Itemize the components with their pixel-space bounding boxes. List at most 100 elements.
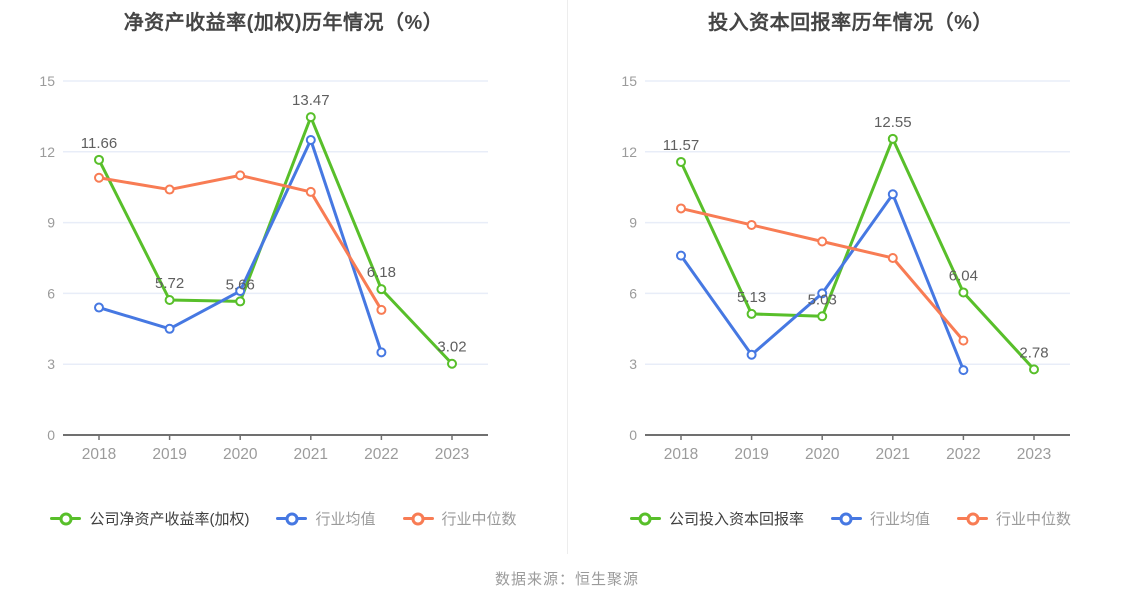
data-point-label: 5.72 — [155, 275, 184, 292]
data-point-marker — [676, 156, 686, 167]
x-axis-tick-label: 2018 — [664, 446, 698, 463]
legend-item-company-roic: 公司投入资本回报率 — [629, 508, 804, 529]
data-point-marker — [958, 365, 969, 376]
data-point-marker — [817, 288, 828, 299]
data-point-label: 5.03 — [808, 291, 837, 308]
data-point-marker — [958, 287, 969, 298]
legend-label: 行业中位数 — [441, 511, 517, 528]
data-point-marker — [164, 295, 175, 306]
data-point-marker — [817, 236, 828, 247]
x-axis-tick-label: 2018 — [82, 446, 116, 463]
legend-item-industry-median: 行业中位数 — [402, 508, 517, 529]
data-point-marker — [94, 154, 104, 165]
x-axis-tick-label: 2019 — [734, 446, 768, 463]
data-point-marker — [1029, 364, 1039, 375]
data-point-label: 5.66 — [226, 276, 255, 293]
data-point-marker — [94, 302, 104, 313]
data-point-label: 6.04 — [949, 267, 978, 284]
data-source-note: 数据来源：恒生聚源 — [494, 571, 639, 588]
industry-mean-legend-marker-icon — [276, 511, 308, 526]
data-point-marker — [164, 184, 175, 195]
data-point-marker — [235, 296, 246, 307]
x-axis-tick-label: 2022 — [946, 446, 980, 463]
legend-label: 公司净资产收益率(加权) — [89, 511, 250, 528]
panel-divider — [567, 0, 568, 554]
y-axis-tick-label: 15 — [621, 73, 637, 89]
series-line — [679, 137, 1036, 371]
data-point-marker — [887, 133, 898, 144]
legend-item-company-roe: 公司净资产收益率(加权) — [50, 508, 249, 529]
x-axis-tick-label: 2020 — [805, 446, 840, 463]
data-point-marker — [305, 112, 316, 123]
y-axis-tick-label: 0 — [47, 427, 55, 443]
data-point-label: 5.13 — [737, 289, 766, 306]
y-axis-tick-label: 9 — [629, 215, 637, 231]
data-point-marker — [376, 304, 387, 315]
roe-chart-panel: 净资产收益率(加权)历年情况（%） 0 3 6 9 12 15 2018 2019 2020 20… — [0, 0, 567, 560]
data-point-marker — [305, 186, 316, 197]
legend-item-industry-mean: 行业均值 — [276, 508, 376, 529]
data-point-marker — [887, 253, 898, 263]
x-axis-tick-label: 2020 — [223, 446, 258, 463]
roic-legend: 公司投入资本回报率 行业均值 行业中位数 — [567, 508, 1134, 529]
x-axis-tick-label: 2022 — [364, 446, 398, 463]
data-point-label: 2.78 — [1019, 344, 1048, 361]
x-axis-tick-label: 2019 — [152, 446, 186, 463]
data-point-marker — [235, 170, 246, 181]
data-point-marker — [887, 189, 898, 200]
roic-chart-panel: 投入资本回报率历年情况（%） 0 3 6 9 12 15 2018 2019 2020 2021 2… — [567, 0, 1134, 560]
data-point-label: 11.66 — [81, 135, 117, 152]
data-point-marker — [746, 308, 757, 319]
legend-label: 行业均值 — [869, 511, 930, 528]
y-axis-tick-label: 12 — [39, 144, 55, 160]
data-point-label: 6.18 — [367, 264, 396, 281]
data-point-label: 3.02 — [437, 339, 466, 356]
y-axis-tick-label: 6 — [47, 285, 55, 301]
data-point-marker — [676, 250, 686, 261]
data-point-marker — [958, 335, 969, 346]
data-point-marker — [235, 286, 246, 297]
industry-median-legend-marker-icon — [957, 511, 988, 526]
industry-mean-legend-marker-icon — [830, 511, 862, 526]
roe-legend: 公司净资产收益率(加权) 行业均值 行业中位数 — [0, 508, 567, 529]
legend-item-industry-median: 行业中位数 — [957, 508, 1071, 529]
series-line — [97, 115, 454, 366]
legend-label: 行业中位数 — [996, 511, 1072, 528]
roic-chart-title: 投入资本回报率历年情况（%） — [708, 12, 993, 34]
data-point-marker — [164, 323, 175, 334]
data-point-marker — [746, 219, 757, 230]
y-axis-tick-label: 6 — [629, 285, 637, 301]
legend-item-industry-mean: 行业均值 — [830, 508, 930, 529]
data-point-marker — [817, 311, 828, 322]
data-point-label: 11.57 — [663, 137, 699, 154]
data-point-marker — [447, 358, 457, 369]
y-axis-tick-label: 12 — [621, 144, 637, 160]
x-axis-tick-label: 2023 — [435, 446, 469, 463]
roic-chart-canvas: 0 3 6 9 12 15 2018 2019 2020 2021 2022 2023 11.57 5.1… — [621, 73, 1070, 463]
company-roic-legend-marker-icon — [629, 511, 661, 526]
industry-median-legend-marker-icon — [402, 511, 434, 526]
y-axis-tick-label: 15 — [39, 73, 55, 89]
legend-label: 公司投入资本回报率 — [668, 511, 804, 528]
data-point-marker — [376, 347, 387, 358]
y-axis-tick-label: 9 — [47, 215, 55, 231]
data-point-marker — [746, 349, 757, 360]
y-axis-tick-label: 3 — [47, 356, 55, 372]
roe-chart-title: 净资产收益率(加权)历年情况（%） — [123, 12, 444, 34]
data-point-marker — [94, 172, 104, 183]
x-axis-tick-label: 2021 — [876, 446, 910, 463]
x-axis-tick-label: 2023 — [1017, 446, 1051, 463]
data-point-label: 13.47 — [292, 92, 330, 109]
data-point-marker — [376, 284, 387, 295]
x-axis-tick-label: 2021 — [294, 446, 328, 463]
series-line — [679, 192, 965, 372]
y-axis-tick-label: 3 — [629, 356, 637, 372]
data-point-marker — [676, 203, 686, 214]
data-point-marker — [305, 135, 316, 145]
roe-chart-canvas: 0 3 6 9 12 15 2018 2019 2020 2021 2022 2023 11.66 5.7… — [39, 73, 488, 463]
y-axis-tick-label: 0 — [629, 427, 637, 443]
legend-label: 行业均值 — [315, 511, 376, 528]
company-roe-legend-marker-icon — [50, 511, 82, 526]
data-point-label: 12.55 — [874, 114, 912, 131]
